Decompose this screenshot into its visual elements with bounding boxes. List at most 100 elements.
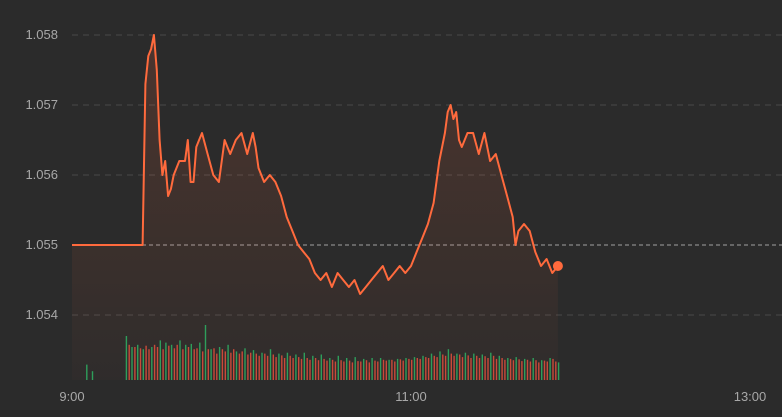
- volume-bar-down: [298, 357, 300, 380]
- volume-bar-down: [470, 358, 472, 380]
- volume-bar-up: [137, 344, 139, 380]
- volume-bar-down: [521, 361, 523, 380]
- volume-bar-down: [368, 362, 370, 380]
- volume-bar-down: [213, 348, 215, 380]
- price-area: [72, 35, 558, 380]
- volume-bar-down: [509, 358, 512, 380]
- volume-bar-down: [411, 359, 413, 380]
- volume-bar-down: [538, 362, 540, 380]
- volume-bar-down: [436, 357, 438, 380]
- volume-bar-down: [196, 348, 198, 380]
- volume-bar-down: [461, 357, 464, 380]
- volume-bar-up: [557, 362, 560, 380]
- volume-bar-up: [142, 349, 144, 380]
- volume-bar-down: [241, 351, 243, 380]
- volume-bar-down: [535, 360, 537, 380]
- volume-bar-down: [148, 349, 150, 380]
- volume-bar-up: [125, 336, 128, 380]
- volume-bar-down: [173, 348, 176, 380]
- volume-bar-down: [264, 353, 266, 380]
- volume-bar-up: [159, 340, 161, 380]
- volume-bar-down: [247, 354, 249, 380]
- volume-bar-up: [498, 355, 500, 380]
- volume-bar-down: [495, 358, 498, 380]
- volume-bar-up: [549, 358, 551, 380]
- volume-bar-up: [278, 353, 280, 380]
- volume-bar-down: [176, 344, 178, 380]
- volume-bar-up: [430, 353, 433, 380]
- volume-bar-down: [467, 355, 469, 380]
- x-tick-label: 11:00: [395, 389, 427, 404]
- volume-bar-up: [244, 348, 246, 380]
- volume-bar-down: [128, 344, 130, 380]
- volume-bar-up: [524, 358, 526, 380]
- volume-bar-down: [207, 349, 209, 380]
- volume-bar-up: [199, 342, 201, 380]
- volume-bar-down: [453, 355, 455, 380]
- volume-bar-down: [444, 355, 447, 380]
- volume-bar-down: [555, 361, 557, 380]
- volume-bar-down: [476, 355, 478, 380]
- volume-bar-down: [326, 360, 328, 380]
- volume-bar-down: [484, 356, 486, 380]
- volume-bar-up: [320, 354, 322, 380]
- volume-bar-down: [281, 355, 283, 380]
- volume-bar-up: [413, 357, 416, 380]
- volume-bar-down: [216, 353, 218, 380]
- volume-bar-down: [230, 352, 232, 380]
- volume-bar-down: [442, 354, 444, 380]
- volume-bar-up: [346, 358, 348, 380]
- last-price-dot: [552, 261, 563, 271]
- volume-bar-up: [371, 358, 373, 380]
- volume-bar-up: [131, 347, 133, 380]
- volume-bar-down: [221, 349, 224, 380]
- volume-bar-down: [518, 359, 520, 380]
- volume-bar-down: [399, 359, 402, 380]
- volume-bar-down: [348, 360, 351, 380]
- volume-bar-down: [193, 349, 195, 380]
- volume-bar-up: [170, 344, 173, 380]
- volume-bar-up: [379, 358, 382, 380]
- y-tick-label: 1.058: [25, 27, 58, 42]
- volume-bar-down: [382, 359, 385, 380]
- volume-bar-down: [309, 359, 311, 380]
- volume-bar-up: [481, 354, 483, 380]
- volume-bar-down: [425, 357, 427, 380]
- volume-bar-up: [227, 344, 229, 380]
- volume-bar-up: [532, 358, 534, 380]
- y-tick-label: 1.054: [25, 307, 58, 322]
- volume-bar-down: [377, 361, 379, 380]
- volume-bar-down: [250, 352, 252, 380]
- volume-bar-down: [238, 353, 241, 380]
- volume-bar-up: [422, 355, 424, 380]
- volume-bar-down: [402, 360, 404, 380]
- volume-bar-down: [255, 353, 257, 380]
- volume-bar-up: [329, 358, 331, 380]
- volume-bar-up: [91, 371, 94, 380]
- volume-bar-up: [354, 357, 356, 380]
- volume-bar-up: [151, 347, 153, 380]
- volume-bar-down: [156, 347, 159, 380]
- volume-bar-down: [317, 360, 320, 380]
- x-tick-label: 9:00: [59, 389, 84, 404]
- volume-bar-down: [351, 362, 354, 380]
- volume-bar-up: [252, 350, 255, 380]
- volume-bar-up: [269, 349, 272, 380]
- volume-bar-up: [190, 343, 192, 380]
- volume-bar-down: [187, 347, 190, 380]
- volume-bar-up: [261, 352, 263, 380]
- volume-bar-down: [323, 358, 325, 380]
- volume-bar-down: [552, 358, 554, 380]
- volume-bar-up: [235, 351, 238, 380]
- volume-bar-down: [546, 361, 548, 380]
- volume-bar-up: [405, 358, 407, 380]
- volume-bar-down: [283, 358, 286, 380]
- volume-bar-down: [314, 358, 317, 380]
- volume-bar-up: [204, 325, 207, 380]
- volume-bar-down: [292, 358, 294, 380]
- volume-bar-down: [504, 359, 506, 380]
- volume-bar-up: [447, 349, 450, 380]
- volume-bar-down: [340, 360, 342, 380]
- volume-bar-down: [529, 361, 532, 380]
